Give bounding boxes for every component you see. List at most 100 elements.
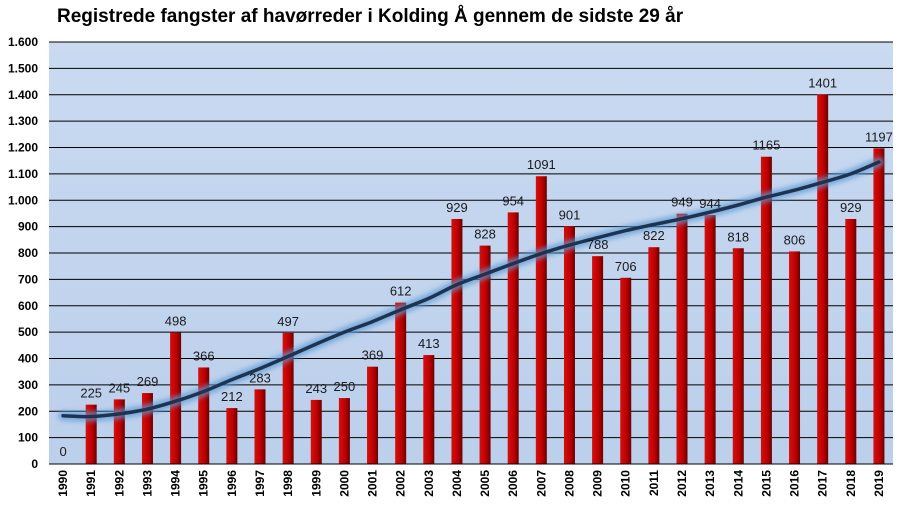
y-axis-tick-labels: 0 100 200 300 400 500 600 700 800 900 1.000 1.100 1.… [8, 35, 38, 471]
data-label-2001: 369 [362, 348, 384, 363]
data-label-2005: 828 [474, 227, 496, 242]
y-tick-label: 100 [18, 431, 38, 445]
x-tick-label: 2000 [337, 470, 351, 497]
x-tick-label: 2003 [422, 470, 436, 497]
y-tick-label: 0 [31, 457, 38, 471]
x-tick-label: 2009 [591, 470, 605, 497]
bar-2001 [367, 366, 379, 464]
bar-1992 [113, 399, 125, 464]
y-tick-label: 300 [18, 378, 38, 392]
y-tick-label: 1.600 [8, 35, 38, 49]
bar-2006 [507, 212, 519, 464]
bar-2009 [592, 256, 604, 464]
y-tick-label: 600 [18, 299, 38, 313]
bar-1991 [85, 404, 97, 464]
x-tick-label: 1995 [197, 470, 211, 497]
bar-2019 [873, 148, 885, 464]
data-label-2012: 949 [671, 195, 693, 210]
x-tick-label: 1990 [56, 470, 70, 497]
bar-1995 [198, 367, 210, 464]
trendline-path [61, 160, 881, 419]
x-tick-label: 2016 [788, 470, 802, 497]
x-tick-label: 1994 [169, 470, 183, 497]
x-tick-label: 2014 [731, 470, 745, 497]
data-label-1995: 366 [193, 348, 215, 363]
bar-2014 [732, 248, 744, 464]
x-tick-label: 1991 [84, 470, 98, 497]
x-tick-label: 2008 [562, 470, 576, 497]
bar-2000 [338, 398, 350, 464]
data-label-2015: 1165 [752, 138, 780, 153]
x-tick-label: 2017 [816, 470, 830, 497]
x-tick-label: 2013 [703, 470, 717, 497]
x-tick-label: 2010 [619, 470, 633, 497]
y-tick-label: 800 [18, 246, 38, 260]
y-tick-label: 400 [18, 352, 38, 366]
x-tick-label: 2002 [394, 470, 408, 497]
data-label-2011: 822 [643, 228, 665, 243]
x-tick-label: 1993 [140, 470, 154, 497]
bar-2012 [676, 213, 688, 464]
y-tick-label: 1.300 [8, 114, 38, 128]
bar-2018 [845, 218, 857, 464]
x-tick-label: 1996 [225, 470, 239, 497]
bar-1998 [282, 332, 294, 464]
data-label-1996: 212 [221, 389, 243, 404]
data-label-2013: 944 [699, 196, 721, 211]
y-tick-label: 500 [18, 325, 38, 339]
bar-2010 [620, 277, 632, 464]
data-label-2003: 413 [418, 336, 440, 351]
bar-1996 [226, 408, 238, 464]
data-label-1999: 243 [305, 381, 327, 396]
data-label-2007: 1091 [527, 157, 556, 172]
data-label-1993: 269 [137, 374, 159, 389]
data-label-2000: 250 [334, 379, 356, 394]
bar-2008 [563, 226, 575, 464]
bar-2013 [704, 215, 716, 464]
bar-1997 [254, 389, 266, 464]
x-tick-label: 2001 [366, 470, 380, 497]
x-tick-label: 2005 [478, 470, 492, 497]
data-label-1991: 225 [80, 386, 102, 401]
x-tick-label: 1992 [112, 470, 126, 497]
data-label-2009: 788 [587, 237, 609, 252]
bar-2002 [395, 302, 407, 464]
y-tick-label: 1.200 [8, 141, 38, 155]
x-tick-label: 1997 [253, 470, 267, 497]
trendline [58, 157, 884, 422]
data-label-2017: 1401 [808, 75, 837, 90]
bar-2017 [817, 94, 829, 464]
x-axis-tick-labels: 1990 1991 1992 1993 1994 1995 1996 1997 1998 1999… [56, 470, 886, 497]
data-label-1990: 0 [59, 444, 66, 459]
y-tick-label: 1.000 [8, 193, 38, 207]
data-label-2014: 818 [727, 229, 749, 244]
data-label-2016: 806 [784, 232, 806, 247]
chart-title: Registrede fangster af havørreder i Kold… [57, 6, 684, 27]
y-tick-label: 700 [18, 272, 38, 286]
x-tick-label: 1999 [309, 470, 323, 497]
data-label-1992: 245 [108, 380, 130, 395]
x-tick-label: 2011 [647, 470, 661, 496]
data-labels: 0 225 245 269 498 366 212 283 497 243 250 369 612 413… [59, 75, 892, 459]
x-tick-label: 1998 [281, 470, 295, 497]
data-label-2004: 929 [446, 200, 468, 215]
x-tick-label: 2007 [534, 470, 548, 497]
y-tick-label: 1.500 [8, 61, 38, 75]
data-label-2010: 706 [615, 259, 637, 274]
bar-2011 [648, 247, 660, 464]
data-label-2008: 901 [559, 207, 581, 222]
x-tick-label: 2012 [675, 470, 689, 497]
bar-1999 [310, 399, 322, 464]
data-label-1994: 498 [165, 314, 187, 329]
bar-2016 [789, 251, 801, 464]
x-tick-label: 2004 [450, 470, 464, 497]
x-tick-label: 2019 [872, 470, 886, 497]
y-tick-label: 200 [18, 404, 38, 418]
y-tick-label: 1.400 [8, 88, 38, 102]
bar-2007 [535, 176, 547, 464]
data-label-2018: 929 [840, 200, 862, 215]
x-tick-label: 2015 [759, 470, 773, 497]
data-label-2002: 612 [390, 284, 412, 299]
bar-2005 [479, 245, 491, 464]
